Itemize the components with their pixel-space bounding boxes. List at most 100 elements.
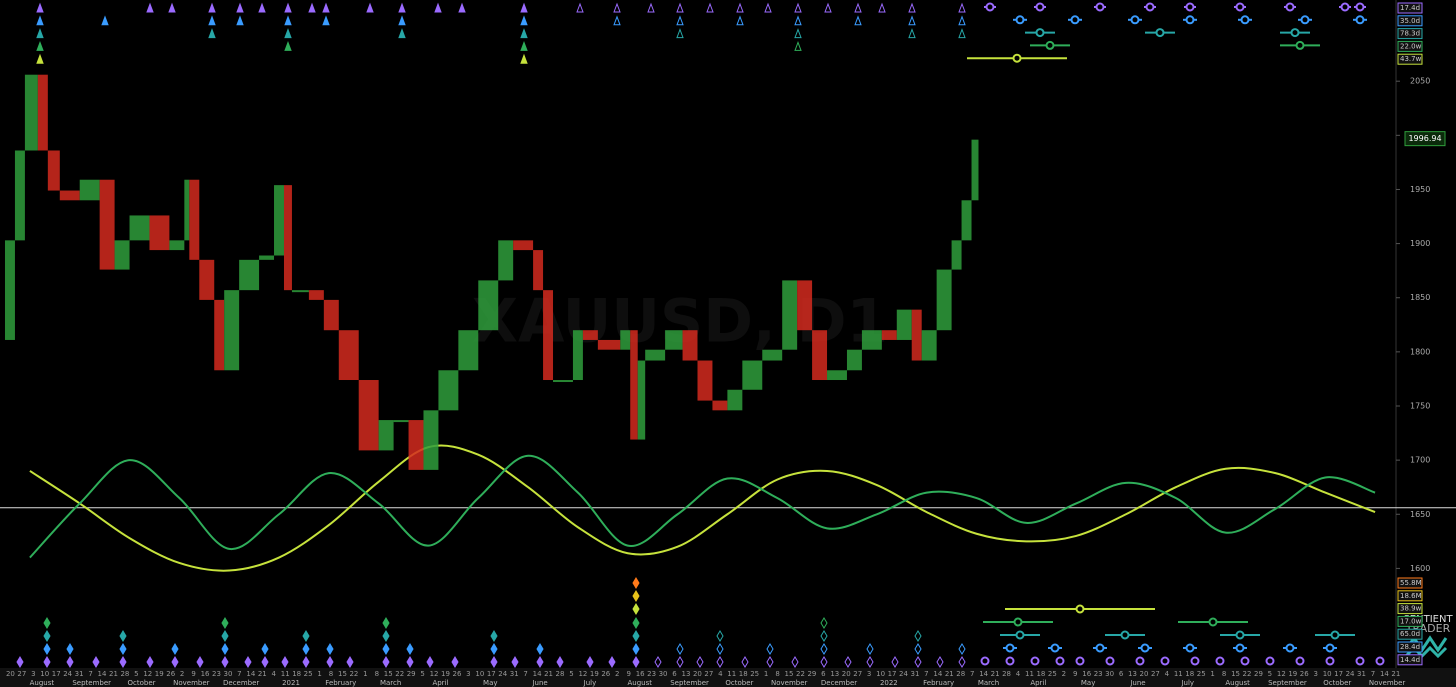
- price-bar: [881, 330, 897, 340]
- y-tick-label: 1900: [1410, 239, 1430, 248]
- x-day-label: 2: [615, 670, 619, 678]
- projection-dot: [1140, 643, 1150, 653]
- price-bar: [620, 330, 631, 350]
- price-bar: [169, 240, 185, 251]
- phase-marker: [196, 656, 204, 668]
- projection-dot: [1235, 630, 1245, 640]
- x-month-label: October: [128, 679, 156, 687]
- x-day-label: 4: [1165, 670, 1170, 678]
- phase-marker: [908, 28, 916, 39]
- price-bar: [645, 349, 666, 361]
- projection-dot: [1325, 656, 1335, 666]
- x-day-label: 30: [659, 670, 668, 678]
- price-bar: [861, 330, 882, 350]
- x-day-label: 18: [739, 670, 748, 678]
- phase-marker: [824, 2, 832, 13]
- phase-marker: [766, 643, 774, 655]
- phase-marker: [302, 656, 310, 668]
- x-day-label: 17: [888, 670, 897, 678]
- x-month-label: December: [821, 679, 857, 687]
- x-day-label: 28: [1002, 670, 1011, 678]
- price-bar: [896, 309, 912, 340]
- phase-marker: [676, 15, 684, 26]
- x-day-label: 26: [166, 670, 175, 678]
- projection-dot: [1330, 630, 1340, 640]
- price-bar: [323, 299, 339, 331]
- price-bar: [189, 179, 200, 260]
- x-day-label: 10: [876, 670, 885, 678]
- cycle-label: 35.0d: [1400, 17, 1420, 25]
- x-day-label: 8: [1222, 670, 1226, 678]
- price-bar: [797, 280, 813, 331]
- x-day-label: 7: [970, 670, 974, 678]
- x-day-label: 19: [155, 670, 164, 678]
- x-month-label: July: [1180, 679, 1194, 687]
- phase-marker: [382, 630, 390, 642]
- phase-marker: [382, 643, 390, 655]
- x-day-label: 3: [31, 670, 35, 678]
- cycle-label-box: [1397, 15, 1423, 27]
- projection-dot: [1105, 656, 1115, 666]
- x-month-label: November: [771, 679, 808, 687]
- x-day-label: 29: [407, 670, 416, 678]
- phase-marker: [406, 656, 414, 668]
- price-bar: [393, 420, 409, 423]
- x-day-label: 24: [63, 670, 72, 678]
- x-day-label: 5: [1268, 670, 1272, 678]
- price-bar: [782, 280, 798, 350]
- x-day-label: 31: [1357, 670, 1366, 678]
- price-bar: [99, 179, 115, 270]
- phase-marker: [654, 656, 662, 668]
- x-month-label: June: [1129, 679, 1145, 687]
- y-tick-label: 2050: [1410, 77, 1430, 86]
- phase-marker: [736, 2, 744, 13]
- price-bar: [630, 330, 638, 440]
- projection-dot: [1295, 656, 1305, 666]
- projection-dot: [1012, 53, 1022, 63]
- price-bar: [911, 309, 922, 361]
- x-day-label: 19: [1288, 670, 1297, 678]
- x-day-label: 28: [956, 670, 965, 678]
- phase-marker: [676, 656, 684, 668]
- x-day-label: 27: [17, 670, 26, 678]
- phase-marker: [308, 2, 316, 13]
- x-month-label: 2022: [880, 679, 898, 687]
- projection-dot: [1130, 15, 1140, 25]
- projection-dot: [1035, 28, 1045, 38]
- cycle-label-box: [1397, 603, 1423, 615]
- price-bar: [597, 339, 621, 350]
- x-day-label: 20: [6, 670, 15, 678]
- projection-dot: [1005, 656, 1015, 666]
- cycle-label: 17.4d: [1400, 4, 1420, 12]
- phase-marker: [914, 656, 922, 668]
- cycle-label-box: [1397, 40, 1423, 52]
- phase-marker: [398, 28, 406, 39]
- x-day-label: 8: [775, 670, 779, 678]
- phase-marker: [36, 2, 44, 13]
- y-tick-label: 1850: [1410, 293, 1430, 302]
- phase-marker: [791, 656, 799, 668]
- phase-marker: [36, 15, 44, 26]
- x-day-label: 17: [52, 670, 61, 678]
- x-day-label: 7: [523, 670, 527, 678]
- phase-marker: [398, 2, 406, 13]
- projection-dot: [1055, 656, 1065, 666]
- x-day-label: 10: [1323, 670, 1332, 678]
- phase-marker: [366, 2, 374, 13]
- x-day-label: 8: [329, 670, 333, 678]
- phase-marker: [458, 2, 466, 13]
- price-bar: [936, 269, 952, 331]
- x-day-label: 22: [796, 670, 805, 678]
- price-bar: [47, 150, 60, 191]
- price-bar: [358, 380, 379, 451]
- projection-dot: [1015, 630, 1025, 640]
- projection-dot: [1145, 2, 1155, 12]
- x-day-label: 14: [246, 670, 255, 678]
- phase-marker: [171, 643, 179, 655]
- cycle-label-box: [1397, 28, 1423, 40]
- phase-marker: [958, 643, 966, 655]
- projection-dot: [1285, 2, 1295, 12]
- price-bar: [712, 400, 728, 411]
- projection-dot: [1300, 15, 1310, 25]
- price-bar: [149, 215, 170, 251]
